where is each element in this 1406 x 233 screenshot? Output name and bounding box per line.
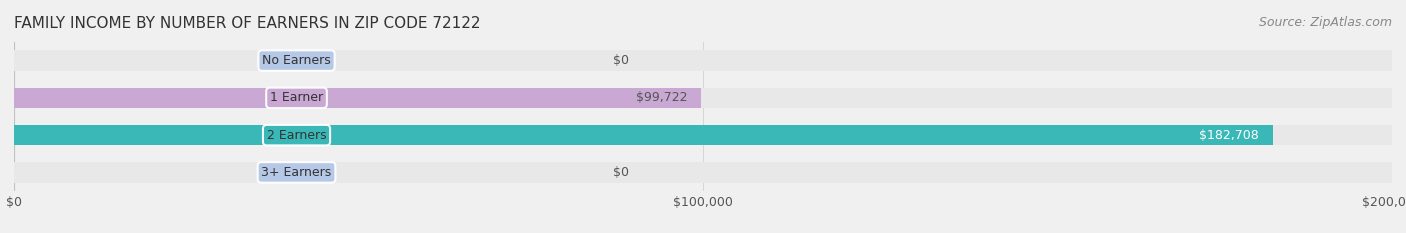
Bar (14, 125, 1272, 145)
Text: $99,722: $99,722 (636, 91, 688, 104)
Text: $0: $0 (613, 54, 630, 67)
Text: $0: $0 (613, 166, 630, 179)
Bar (14, 50, 1392, 71)
Bar (14, 125, 1392, 145)
Bar (14, 88, 1392, 108)
Text: No Earners: No Earners (262, 54, 330, 67)
Text: $182,708: $182,708 (1199, 129, 1258, 142)
Text: Source: ZipAtlas.com: Source: ZipAtlas.com (1258, 16, 1392, 29)
Text: 1 Earner: 1 Earner (270, 91, 323, 104)
Bar (14, 88, 702, 108)
Text: 2 Earners: 2 Earners (267, 129, 326, 142)
Text: FAMILY INCOME BY NUMBER OF EARNERS IN ZIP CODE 72122: FAMILY INCOME BY NUMBER OF EARNERS IN ZI… (14, 16, 481, 31)
Bar (14, 162, 1392, 183)
Text: 3+ Earners: 3+ Earners (262, 166, 332, 179)
